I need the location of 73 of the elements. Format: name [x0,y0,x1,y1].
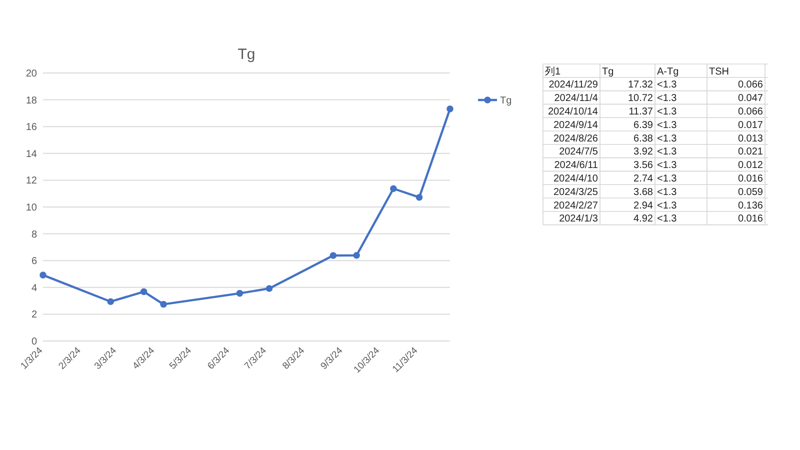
data-label: <1.3 [657,120,678,131]
data-label: <1.3 [657,146,678,158]
data-label: 0.012 [738,160,764,172]
category-label: 2024/10/14 [548,106,598,118]
y-tick-label: 16 [26,122,38,134]
data-label: 10.72 [628,93,654,104]
data-label: <1.3 [657,93,678,104]
category-label: 2024/3/25 [554,186,598,198]
y-tick-label: 20 [26,68,38,80]
data-label: <1.3 [657,160,678,172]
data-label: 0.047 [738,93,764,104]
chart-title: Tg [238,46,256,63]
category-label: 2024/9/14 [554,120,598,131]
y-tick-label: 0 [31,336,38,348]
point [416,194,423,201]
y-tick-label: 2 [31,310,38,321]
data-label: 0.016 [738,174,764,184]
data-label: 11.37 [628,106,654,118]
y-tick-label: 14 [26,148,38,160]
category-label: 2024/1/3 [559,214,598,225]
data-label: 0.016 [738,214,764,225]
data-label: <1.3 [657,214,678,225]
data-label: 6.38 [634,133,654,144]
legend: Tg [478,96,512,106]
data-label: 2.94 [634,200,654,212]
point [140,288,148,296]
text: 列1 [545,66,561,78]
data-label: <1.3 [657,186,678,198]
point [40,272,46,278]
category-label: 2024/7/5 [559,146,598,158]
y-tick-label: 10 [26,202,38,214]
data-label: 3.68 [634,186,654,198]
data-label: 0.013 [738,133,764,144]
point [236,290,244,297]
data-label: 0.136 [738,200,764,212]
data-label: 3.56 [634,160,654,172]
point [446,106,454,112]
y-tick-label: 4 [31,282,38,294]
data-label: <1.3 [657,80,678,91]
y-tick-label: 6 [31,256,38,268]
category-label: 2024/4/10 [554,174,598,184]
point [353,252,360,259]
data-label: 4.92 [634,214,654,225]
text: A-Tg [657,66,679,78]
data-label: 17.32 [628,80,654,91]
data-label: <1.3 [657,174,678,184]
data-label: 0.059 [738,186,764,198]
data-label: 0.066 [738,80,764,91]
y-tick-label: 12 [26,176,38,187]
y-tick-label: 18 [26,95,38,106]
data-label: 0.017 [738,120,764,131]
point [330,252,337,259]
category-label: 2024/11/4 [554,93,598,104]
data-label: 2.74 [634,174,654,184]
data-label: <1.3 [657,106,678,118]
data-label: <1.3 [657,133,678,144]
data-label: 3.92 [634,146,654,158]
data-label: <1.3 [657,200,678,212]
data-label: 0.066 [738,106,764,118]
data-label: 6.39 [634,120,654,131]
point [107,298,114,306]
category-label: 2024/6/11 [554,160,598,172]
point [160,300,167,308]
text: TSH [709,66,729,78]
category-label: 2024/2/27 [554,200,598,212]
category-label: 2024/8/26 [554,133,598,144]
category-label: 2024/11/29 [548,80,598,91]
point [390,185,397,192]
legend-label: Tg [500,96,512,106]
data-label: 0.021 [738,146,764,158]
point [266,285,273,292]
text: Tg [602,66,614,78]
y-tick-label: 8 [31,229,38,240]
